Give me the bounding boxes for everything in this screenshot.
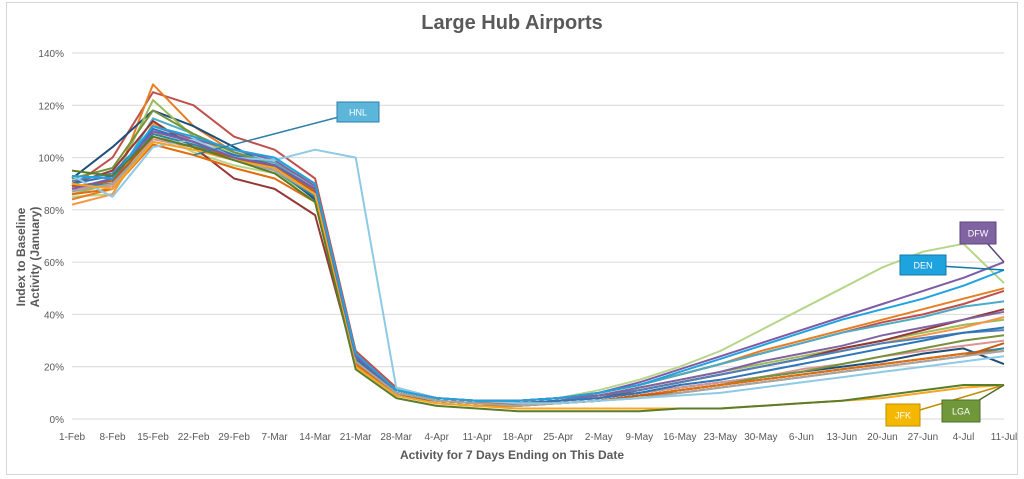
- callouts: HNL DFW DEN JFK LGA: [193, 101, 1005, 427]
- series-line: [71, 127, 1005, 405]
- callout-label: DFW: [968, 229, 989, 239]
- x-tick-label: 27-Jun: [908, 432, 939, 443]
- y-tick-label: 60%: [44, 258, 64, 269]
- x-tick-label: 7-Mar: [262, 432, 289, 443]
- series-line: [71, 133, 1005, 407]
- y-tick-label: 40%: [44, 310, 64, 321]
- callout-box: [336, 101, 380, 123]
- series-lines: [71, 83, 1005, 413]
- x-tick-label: 6-Jun: [789, 432, 814, 443]
- x-tick-label: 15-Feb: [137, 432, 169, 443]
- callout-hnl: HNL: [193, 101, 380, 156]
- y-tick-label: 120%: [38, 101, 64, 112]
- x-tick-label: 4-Jul: [953, 432, 975, 443]
- x-tick-label: 2-May: [585, 432, 613, 443]
- x-tick-label: 18-Apr: [503, 432, 534, 443]
- x-tick-label: 4-Apr: [424, 432, 449, 443]
- x-tick-label: 11-Jul: [991, 432, 1018, 443]
- series-line-lga: [71, 135, 1004, 413]
- callout-leader: [193, 111, 359, 156]
- callout-box: [885, 403, 921, 427]
- x-tick-label: 9-May: [625, 432, 653, 443]
- y-tick-label: 0%: [50, 415, 65, 426]
- y-tick-labels: 0% 20% 40% 60% 80% 100% 120% 140%: [38, 49, 64, 426]
- x-tick-label: 8-Feb: [99, 432, 126, 443]
- x-tick-labels: 1-Feb 8-Feb 15-Feb 22-Feb 29-Feb 7-Mar 14-Mar 2…: [59, 432, 1017, 443]
- x-tick-label: 22-Feb: [178, 432, 210, 443]
- series-line: [71, 83, 1005, 402]
- x-tick-label: 20-Jun: [867, 432, 898, 443]
- x-tick-label: 13-Jun: [827, 432, 858, 443]
- series-line-den: [71, 125, 1005, 402]
- callout-label: HNL: [349, 108, 367, 118]
- x-tick-label: 21-Mar: [340, 432, 372, 443]
- callout-box: [941, 399, 981, 423]
- callout-dfw: DFW: [959, 221, 1005, 263]
- x-tick-label: 11-Apr: [463, 432, 493, 443]
- y-tick-label: 20%: [44, 363, 64, 374]
- series-line: [71, 122, 1005, 405]
- x-tick-label: 29-Feb: [218, 432, 250, 443]
- callout-lga: LGA: [941, 384, 1005, 423]
- chart-title: Large Hub Airports: [421, 12, 603, 34]
- x-axis-label: Activity for 7 Days Ending on This Date: [399, 448, 625, 462]
- callout-box: [899, 254, 947, 276]
- x-tick-label: 14-Mar: [299, 432, 331, 443]
- y-tick-label: 140%: [38, 49, 64, 60]
- callout-box: [959, 221, 997, 245]
- x-tick-label: 23-May: [704, 432, 737, 443]
- series-line: [71, 130, 1005, 405]
- x-tick-label: 25-Apr: [543, 432, 574, 443]
- x-tick-label: 28-Mar: [380, 432, 412, 443]
- x-tick-label: 16-May: [663, 432, 696, 443]
- chart-frame: [6, 2, 1018, 475]
- x-tick-label: 1-Feb: [59, 432, 86, 443]
- x-tick-label: 30-May: [744, 432, 777, 443]
- callout-den: DEN: [899, 254, 1005, 276]
- callout-label: DEN: [913, 261, 932, 271]
- y-tick-label: 80%: [44, 206, 64, 217]
- callout-label: LGA: [952, 407, 970, 417]
- y-tick-label: 100%: [38, 154, 64, 165]
- callout-label: JFK: [895, 411, 911, 421]
- series-line: [71, 99, 1005, 405]
